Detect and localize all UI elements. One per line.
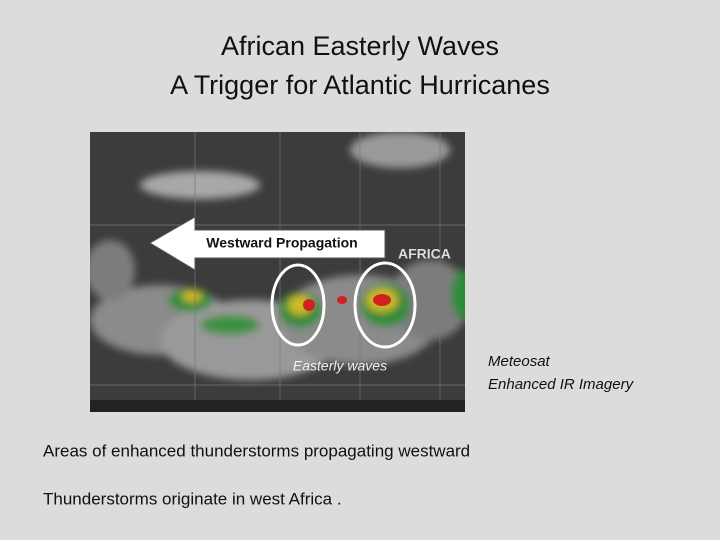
wave-label: Easterly waves <box>293 358 387 374</box>
region-label: AFRICA <box>398 246 451 262</box>
image-caption: Enhanced IR Imagery <box>488 376 635 393</box>
arrow-label: Westward Propagation <box>206 235 357 251</box>
title-line: African Easterly Waves <box>221 31 499 61</box>
title-line: A Trigger for Atlantic Hurricanes <box>170 70 550 100</box>
bullet-text: Areas of enhanced thunderstorms propagat… <box>43 441 470 460</box>
wave-marker <box>353 261 417 349</box>
bullet-text: Thunderstorms originate in west Africa . <box>43 489 342 508</box>
image-caption: Meteosat <box>488 353 551 370</box>
satellite-image: Westward Propagation AFRICA Easterly wav… <box>90 132 465 412</box>
wave-marker <box>270 263 326 347</box>
